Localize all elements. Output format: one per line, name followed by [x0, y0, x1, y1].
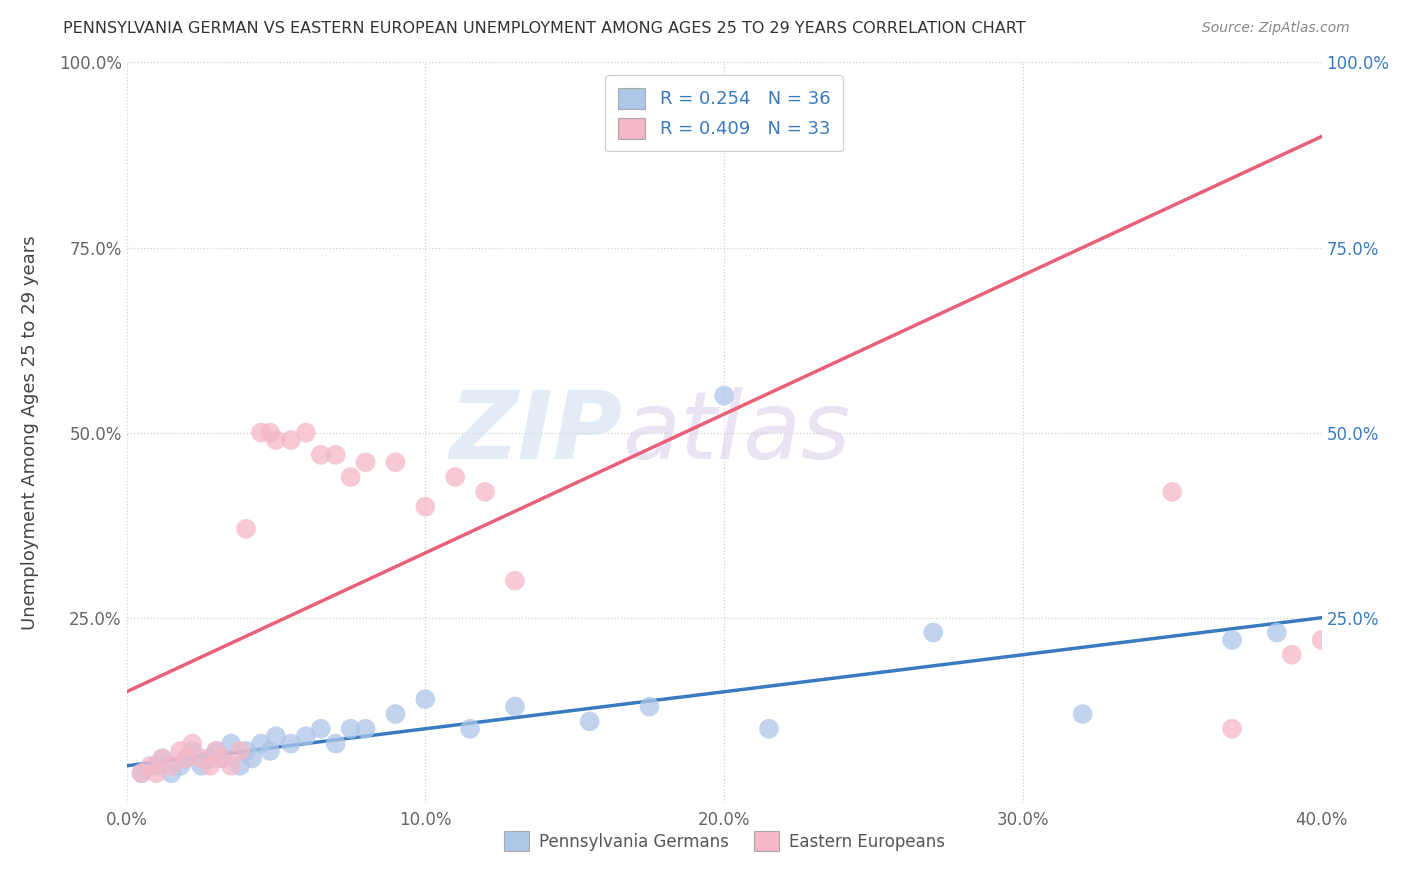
Point	[229, 744, 252, 758]
Point	[205, 744, 228, 758]
Point	[309, 722, 332, 736]
Point	[294, 425, 316, 440]
Point	[638, 699, 661, 714]
Point	[280, 433, 302, 447]
Point	[922, 625, 945, 640]
Point	[190, 758, 212, 772]
Point	[339, 722, 361, 736]
Text: Source: ZipAtlas.com: Source: ZipAtlas.com	[1202, 21, 1350, 36]
Point	[250, 425, 273, 440]
Point	[152, 751, 174, 765]
Point	[1281, 648, 1303, 662]
Point	[181, 744, 204, 758]
Point	[758, 722, 780, 736]
Point	[280, 737, 302, 751]
Point	[325, 448, 347, 462]
Point	[259, 744, 281, 758]
Y-axis label: Unemployment Among Ages 25 to 29 years: Unemployment Among Ages 25 to 29 years	[21, 235, 39, 630]
Point	[354, 455, 377, 469]
Legend: Pennsylvania Germans, Eastern Europeans: Pennsylvania Germans, Eastern Europeans	[496, 825, 952, 857]
Point	[169, 758, 191, 772]
Point	[458, 722, 481, 736]
Point	[444, 470, 467, 484]
Point	[1071, 706, 1094, 721]
Text: PENNSYLVANIA GERMAN VS EASTERN EUROPEAN UNEMPLOYMENT AMONG AGES 25 TO 29 YEARS C: PENNSYLVANIA GERMAN VS EASTERN EUROPEAN …	[63, 21, 1026, 37]
Point	[200, 751, 222, 765]
Point	[309, 448, 332, 462]
Point	[235, 522, 257, 536]
Point	[219, 758, 242, 772]
Point	[354, 722, 377, 736]
Point	[229, 758, 252, 772]
Point	[415, 692, 437, 706]
Point	[339, 470, 361, 484]
Point	[181, 737, 204, 751]
Point	[131, 766, 153, 780]
Point	[1220, 632, 1243, 647]
Point	[235, 744, 257, 758]
Point	[174, 751, 197, 765]
Point	[250, 737, 273, 751]
Point	[1161, 484, 1184, 499]
Point	[259, 425, 281, 440]
Point	[211, 751, 233, 765]
Point	[145, 766, 167, 780]
Point	[174, 751, 197, 765]
Point	[139, 758, 162, 772]
Point	[190, 751, 212, 765]
Point	[1310, 632, 1333, 647]
Point	[503, 574, 526, 588]
Point	[503, 699, 526, 714]
Text: atlas: atlas	[623, 387, 851, 478]
Point	[1220, 722, 1243, 736]
Point	[264, 433, 287, 447]
Point	[200, 758, 222, 772]
Point	[169, 744, 191, 758]
Point	[384, 706, 406, 721]
Point	[205, 744, 228, 758]
Point	[211, 751, 233, 765]
Point	[264, 729, 287, 743]
Point	[384, 455, 406, 469]
Point	[131, 766, 153, 780]
Point	[160, 758, 183, 772]
Point	[325, 737, 347, 751]
Point	[474, 484, 496, 499]
Point	[152, 751, 174, 765]
Point	[219, 737, 242, 751]
Point	[1265, 625, 1288, 640]
Point	[713, 388, 735, 402]
Point	[294, 729, 316, 743]
Point	[240, 751, 263, 765]
Text: ZIP: ZIP	[450, 386, 623, 479]
Point	[415, 500, 437, 514]
Point	[578, 714, 600, 729]
Point	[145, 758, 167, 772]
Point	[160, 766, 183, 780]
